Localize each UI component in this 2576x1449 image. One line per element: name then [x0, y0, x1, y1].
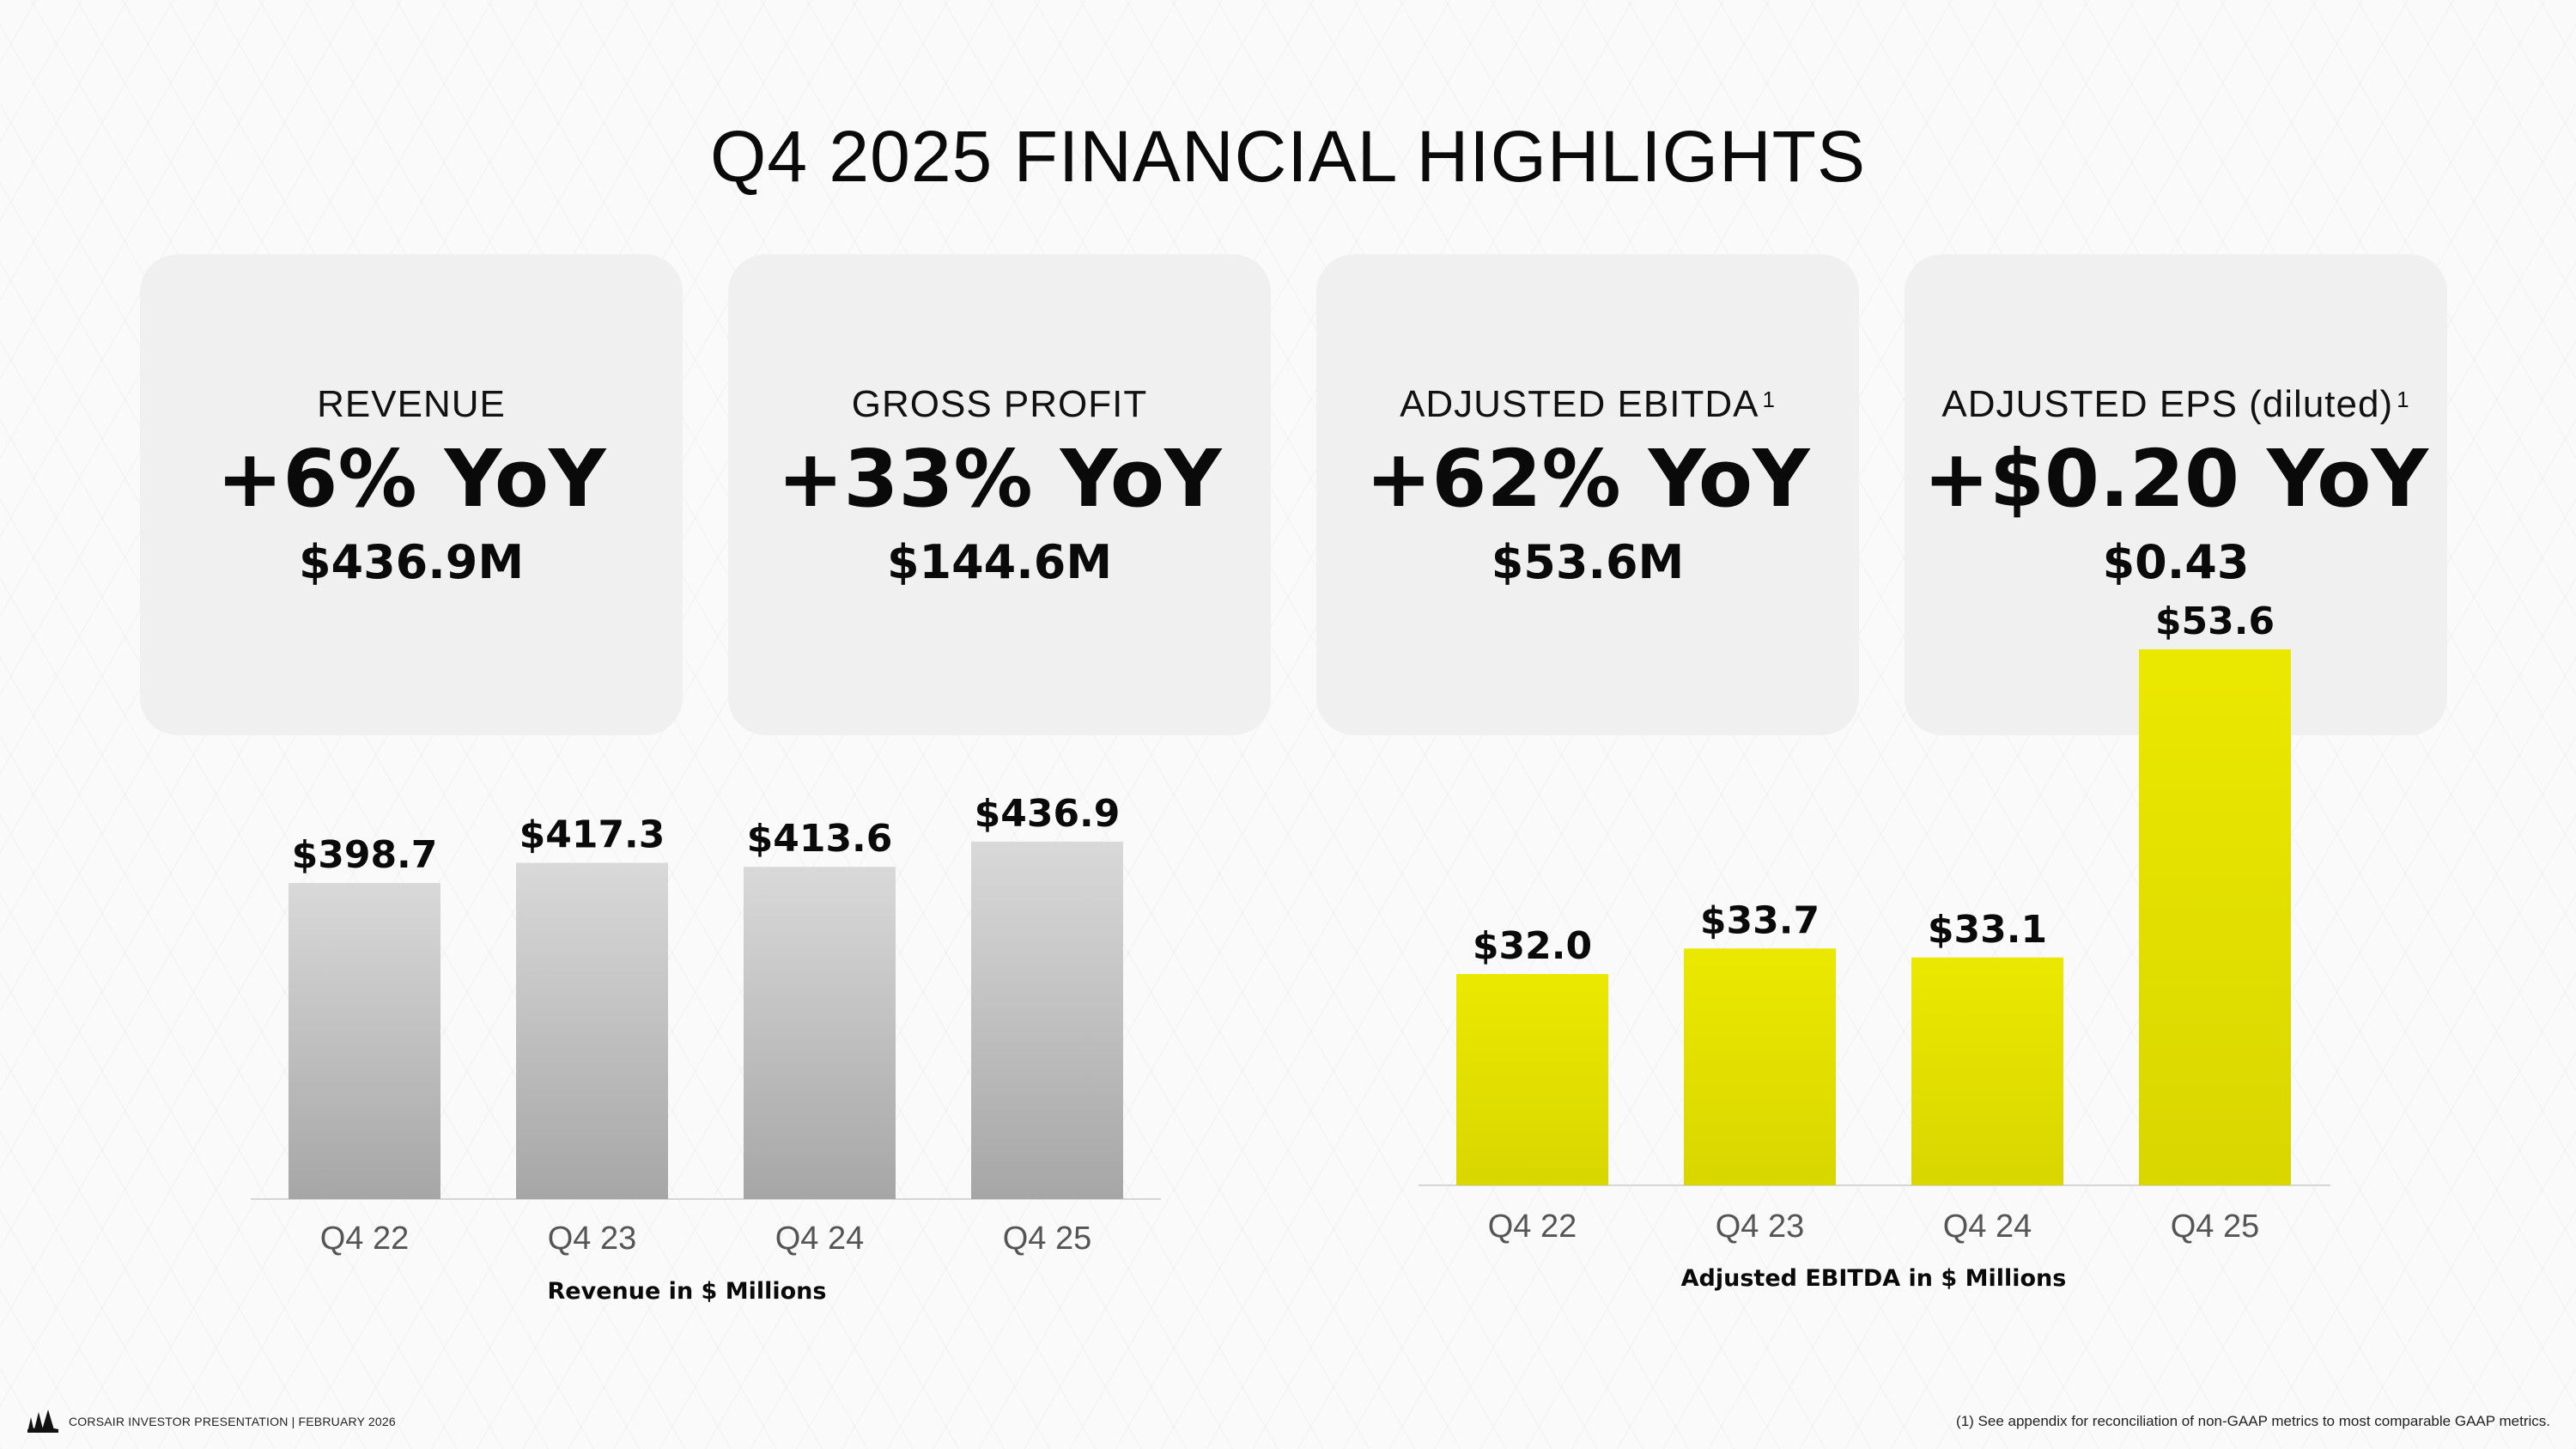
revenue-tick-label: Q4 22	[320, 1221, 410, 1257]
footnote-marker: 1	[1762, 387, 1776, 412]
footnote: (1) See appendix for reconciliation of n…	[1956, 1413, 2550, 1429]
revenue-bar	[289, 883, 440, 1199]
kpi-card-gross-profit: GROSS PROFIT +33% YoY $144.6M	[728, 254, 1271, 735]
kpi-card-adjusted-eps: ADJUSTED EPS (diluted) 1 +$0.20 YoY $0.43	[1905, 254, 2447, 735]
revenue-chart: $398.7 Q4 22 $417.3 Q4 23 $413.6 Q4 24 $436.9 Q…	[251, 792, 1161, 1305]
revenue-tick-label: Q4 24	[775, 1221, 865, 1257]
card-yoy: +6% YoY	[216, 433, 606, 525]
revenue-bar	[516, 862, 668, 1199]
card-value: $0.43	[2102, 535, 2250, 589]
revenue-tick-label: Q4 25	[1003, 1221, 1092, 1257]
ebitda-tick-label: Q4 22	[1488, 1209, 1577, 1245]
card-value: $144.6M	[886, 535, 1113, 589]
card-yoy: +62% YoY	[1365, 433, 1810, 525]
ebitda-axis-caption: Adjusted EBITDA in $ Millions	[1681, 1265, 2067, 1292]
revenue-bar	[744, 867, 896, 1199]
revenue-tick-label: Q4 23	[548, 1221, 637, 1257]
revenue-bar-value-label: $436.9	[975, 792, 1121, 836]
revenue-bar	[971, 841, 1123, 1199]
ebitda-bar-value-label: $33.1	[1928, 908, 2047, 952]
ebitda-tick-label: Q4 24	[1943, 1209, 2032, 1245]
kpi-card-revenue: REVENUE +6% YoY $436.9M	[140, 254, 683, 735]
page-title: Q4 2025 FINANCIAL HIGHLIGHTS	[710, 116, 1866, 197]
corsair-logo-icon	[27, 1409, 58, 1433]
card-value: $436.9M	[298, 535, 525, 589]
ebitda-tick-label: Q4 25	[2171, 1209, 2260, 1245]
ebitda-bar-value-label: $32.0	[1473, 924, 1592, 968]
kpi-card-adjusted-ebitda: ADJUSTED EBITDA 1 +62% YoY $53.6M	[1316, 254, 1859, 735]
ebitda-bar-value-label: $53.6	[2155, 600, 2275, 643]
card-label: ADJUSTED EBITDA	[1400, 383, 1759, 425]
ebitda-chart: $32.0 Q4 22 $33.7 Q4 23 $33.1 Q4 24 $53.6 Q4 25…	[1419, 600, 2330, 1292]
footer-text: CORSAIR INVESTOR PRESENTATION | FEBRUARY…	[69, 1415, 396, 1428]
card-yoy: +$0.20 YoY	[1923, 433, 2429, 525]
ebitda-bar	[1456, 974, 1608, 1185]
footer: CORSAIR INVESTOR PRESENTATION | FEBRUARY…	[26, 1409, 396, 1434]
card-yoy: +33% YoY	[777, 433, 1222, 525]
ebitda-bar	[1684, 948, 1836, 1185]
revenue-bar-value-label: $398.7	[292, 833, 438, 877]
ebitda-bar-value-label: $33.7	[1700, 898, 1820, 942]
card-label: REVENUE	[317, 383, 506, 425]
revenue-bar-value-label: $417.3	[519, 813, 665, 857]
revenue-axis-caption: Revenue in $ Millions	[548, 1278, 827, 1305]
ebitda-bar	[1911, 957, 2063, 1185]
card-label: ADJUSTED EPS (diluted)	[1941, 383, 2394, 425]
card-value: $53.6M	[1491, 535, 1685, 589]
footnote-marker: 1	[2397, 387, 2410, 412]
card-label: GROSS PROFIT	[851, 383, 1148, 425]
ebitda-bar	[2139, 649, 2291, 1185]
revenue-bar-value-label: $413.6	[747, 817, 893, 861]
ebitda-tick-label: Q4 23	[1716, 1209, 1805, 1245]
